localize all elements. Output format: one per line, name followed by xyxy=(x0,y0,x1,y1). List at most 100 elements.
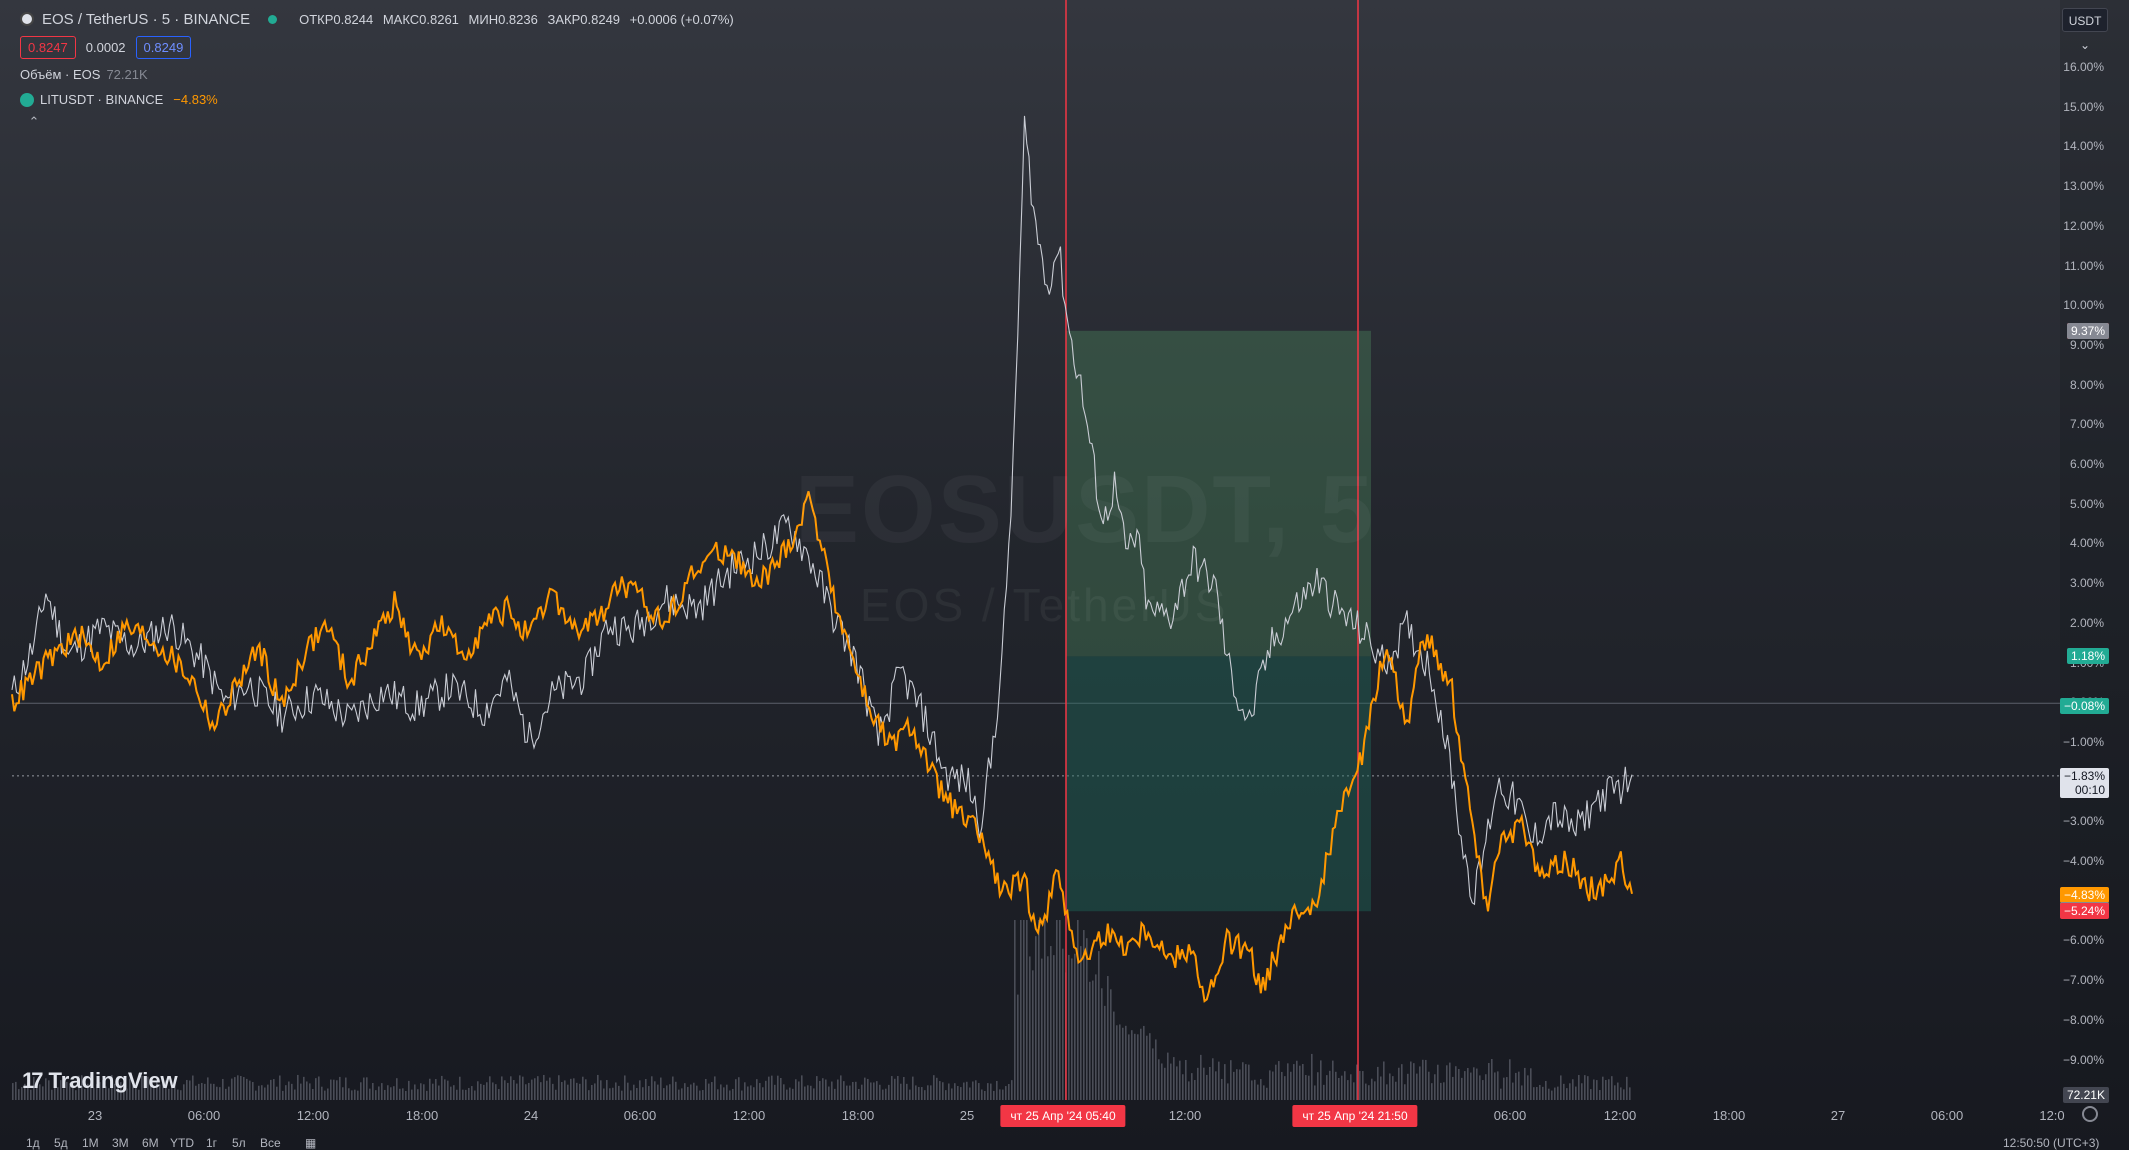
volume-bar xyxy=(618,1085,620,1100)
volume-bar xyxy=(627,1082,629,1100)
volume-bar xyxy=(489,1076,491,1100)
volume-bar xyxy=(1254,1079,1256,1100)
volume-bar xyxy=(219,1087,221,1100)
volume-bar xyxy=(1014,920,1016,1100)
stop-zone[interactable] xyxy=(1066,656,1371,912)
volume-bar xyxy=(1005,1086,1007,1100)
volume-bar xyxy=(1134,1033,1136,1100)
range-1y[interactable]: 1г xyxy=(206,1138,218,1150)
volume-bar xyxy=(1365,1083,1367,1100)
volume-bar xyxy=(1338,1077,1340,1100)
volume-bar xyxy=(402,1088,404,1100)
volume-bar xyxy=(27,1082,29,1100)
volume-bar xyxy=(300,1083,302,1100)
volume-bar xyxy=(108,1088,110,1100)
volume-bar xyxy=(1419,1066,1421,1100)
chart-settings-gear-icon[interactable] xyxy=(2082,1106,2098,1122)
volume-bar xyxy=(1506,1077,1508,1100)
volume-bar xyxy=(1446,1065,1448,1100)
volume-bar xyxy=(285,1085,287,1100)
volume-bar xyxy=(1500,1088,1502,1100)
volume-bar xyxy=(1380,1076,1382,1100)
volume-bar xyxy=(1404,1084,1406,1100)
price-axis-label: 11.00% xyxy=(2064,258,2104,273)
volume-bar xyxy=(147,1076,149,1100)
volume-bar xyxy=(537,1076,539,1100)
time-axis-label: 06:00 xyxy=(623,1108,657,1123)
volume-bar xyxy=(678,1089,680,1100)
volume-bar xyxy=(1059,920,1061,1100)
buy-button[interactable]: 0.8249 xyxy=(135,36,192,59)
volume-bar xyxy=(1362,1071,1364,1100)
volume-indicator-legend[interactable]: Объём · EOS 72.21K xyxy=(20,67,148,82)
volume-bar xyxy=(72,1088,74,1100)
calendar-icon[interactable]: ▦ xyxy=(305,1138,317,1150)
lit-compare-line[interactable] xyxy=(11,491,1633,1003)
volume-bar xyxy=(204,1083,206,1100)
range-3m[interactable]: 3М xyxy=(112,1138,129,1150)
compare-symbol-legend[interactable]: LITUSDT · BINANCE −4.83% xyxy=(20,92,218,107)
tradingview-logo[interactable]: 17 TradingView xyxy=(22,1068,178,1093)
volume-bar xyxy=(963,1082,965,1100)
volume-bar xyxy=(291,1083,293,1100)
volume-bar xyxy=(1170,1063,1172,1100)
volume-bar xyxy=(1461,1077,1463,1100)
collapse-legend-chevron-up-icon[interactable]: ⌃ xyxy=(28,114,40,129)
volume-bar xyxy=(690,1084,692,1100)
volume-bar xyxy=(462,1089,464,1100)
price-axis-label: 13.00% xyxy=(2063,179,2104,194)
volume-bar xyxy=(447,1080,449,1100)
price-axis-label: 10.00% xyxy=(2063,298,2104,313)
litentry-coin-icon xyxy=(20,92,34,107)
time-axis-label: 06:00 xyxy=(1930,1108,1964,1123)
volume-bar xyxy=(126,1088,128,1100)
range-1d[interactable]: 1д xyxy=(26,1138,40,1150)
volume-bar xyxy=(81,1075,83,1100)
symbol-title[interactable]: EOS / TetherUS · 5 · BINANCE xyxy=(42,10,251,28)
volume-bar xyxy=(1035,936,1037,1100)
volume-bar xyxy=(921,1087,923,1100)
volume-bar xyxy=(1563,1083,1565,1100)
volume-bar xyxy=(942,1082,944,1100)
volume-bar xyxy=(1560,1075,1562,1100)
volume-bar xyxy=(1599,1090,1601,1100)
volume-bar xyxy=(699,1090,701,1100)
range-5y[interactable]: 5л xyxy=(232,1138,246,1150)
volume-bar xyxy=(906,1083,908,1100)
volume-bar xyxy=(999,1089,1001,1100)
volume-bar xyxy=(528,1082,530,1100)
volume-bar xyxy=(1275,1064,1277,1100)
eos-price-line[interactable] xyxy=(11,115,1633,906)
volume-bar xyxy=(33,1076,35,1100)
price-axis-label: −4.00% xyxy=(2062,854,2104,868)
range-5d[interactable]: 5д xyxy=(54,1138,68,1150)
volume-bar xyxy=(21,1087,23,1100)
volume-bar xyxy=(1431,1083,1433,1100)
volume-bar xyxy=(102,1080,104,1100)
volume-bar xyxy=(1512,1082,1514,1100)
sell-button[interactable]: 0.8247 xyxy=(20,36,76,59)
volume-bar xyxy=(570,1078,572,1100)
volume-bar xyxy=(969,1087,971,1100)
volume-bar xyxy=(1311,1053,1313,1100)
time-marker-end: чт 25 Апр '24 21:50 xyxy=(1292,1105,1418,1127)
volume-bar xyxy=(765,1080,767,1100)
range-1m[interactable]: 1М xyxy=(82,1138,99,1150)
time-axis-label: 27 xyxy=(1830,1108,1846,1123)
currency-dropdown[interactable]: USDT ⌄ xyxy=(2062,8,2108,52)
volume-bar xyxy=(1053,955,1055,1100)
volume-bar xyxy=(12,1083,14,1100)
range-all[interactable]: Все xyxy=(260,1138,281,1150)
volume-bar xyxy=(132,1085,134,1100)
range-ytd[interactable]: YTD xyxy=(170,1138,194,1150)
volume-bar xyxy=(1056,920,1058,1100)
range-6m[interactable]: 6М xyxy=(142,1138,159,1150)
price-axis-label: 7.00% xyxy=(2069,417,2104,432)
volume-bar xyxy=(531,1079,533,1100)
volume-bar xyxy=(1539,1084,1541,1100)
volume-bar xyxy=(1497,1071,1499,1100)
price-axis-label: 12.00% xyxy=(2063,218,2104,233)
clock-readout[interactable]: 12:50:50 (UTC+3) xyxy=(2003,1138,2100,1150)
volume-bar xyxy=(1287,1063,1289,1100)
